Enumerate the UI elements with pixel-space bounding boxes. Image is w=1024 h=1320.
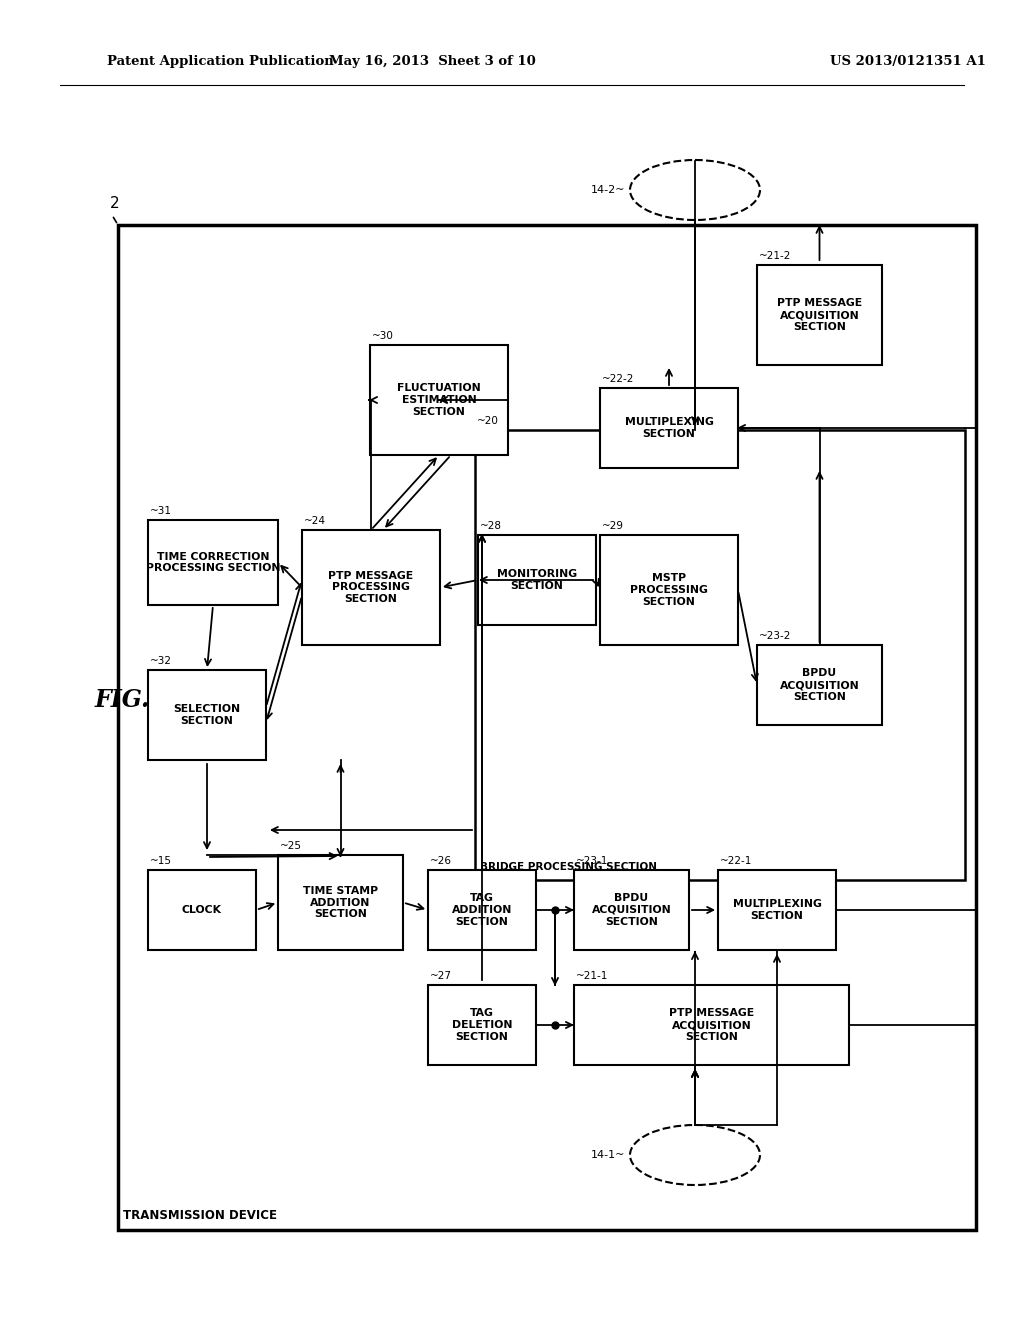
Text: TAG
DELETION
SECTION: TAG DELETION SECTION: [452, 1008, 512, 1041]
Text: 14-1~: 14-1~: [591, 1150, 625, 1160]
Text: TRANSMISSION DEVICE: TRANSMISSION DEVICE: [123, 1209, 278, 1222]
Text: ~24: ~24: [304, 516, 326, 525]
Text: TIME STAMP
ADDITION
SECTION: TIME STAMP ADDITION SECTION: [303, 886, 378, 919]
Text: PTP MESSAGE
ACQUISITION
SECTION: PTP MESSAGE ACQUISITION SECTION: [777, 298, 862, 331]
Bar: [574, 985, 849, 1065]
Text: PTP MESSAGE
ACQUISITION
SECTION: PTP MESSAGE ACQUISITION SECTION: [669, 1008, 754, 1041]
Bar: [148, 520, 278, 605]
Text: Patent Application Publication: Patent Application Publication: [106, 55, 334, 69]
Bar: [574, 870, 689, 950]
Text: PTP MESSAGE
PROCESSING
SECTION: PTP MESSAGE PROCESSING SECTION: [329, 570, 414, 605]
Bar: [718, 870, 836, 950]
Text: BPDU
ACQUISITION
SECTION: BPDU ACQUISITION SECTION: [592, 894, 672, 927]
Ellipse shape: [630, 160, 760, 220]
Text: ~15: ~15: [150, 855, 172, 866]
Bar: [148, 671, 266, 760]
Text: MULTIPLEXING
SECTION: MULTIPLEXING SECTION: [732, 899, 821, 921]
Bar: [148, 870, 256, 950]
Text: CLOCK: CLOCK: [182, 906, 222, 915]
Bar: [118, 224, 976, 1230]
Text: BRIDGE PROCESSING SECTION: BRIDGE PROCESSING SECTION: [480, 862, 657, 873]
Bar: [600, 535, 738, 645]
Bar: [757, 265, 882, 366]
Text: ~21-2: ~21-2: [759, 251, 792, 261]
Text: US 2013/0121351 A1: US 2013/0121351 A1: [830, 55, 986, 69]
Text: May 16, 2013  Sheet 3 of 10: May 16, 2013 Sheet 3 of 10: [329, 55, 536, 69]
Text: MULTIPLEXING
SECTION: MULTIPLEXING SECTION: [625, 417, 714, 438]
Bar: [475, 430, 965, 880]
Text: MSTP
PROCESSING
SECTION: MSTP PROCESSING SECTION: [630, 573, 708, 607]
Text: ~23-2: ~23-2: [759, 631, 792, 642]
Text: ~22-1: ~22-1: [720, 855, 753, 866]
Bar: [600, 388, 738, 469]
Text: SELECTION
SECTION: SELECTION SECTION: [173, 704, 241, 726]
Text: TAG
ADDITION
SECTION: TAG ADDITION SECTION: [452, 894, 512, 927]
Text: ~27: ~27: [430, 972, 452, 981]
Bar: [428, 985, 536, 1065]
Text: ~22-2: ~22-2: [602, 374, 635, 384]
Text: ~29: ~29: [602, 521, 624, 531]
Bar: [370, 345, 508, 455]
Text: BPDU
ACQUISITION
SECTION: BPDU ACQUISITION SECTION: [779, 668, 859, 702]
Text: 2: 2: [110, 195, 120, 211]
Text: ~25: ~25: [280, 841, 302, 851]
Text: ~20: ~20: [477, 416, 499, 426]
Text: ~32: ~32: [150, 656, 172, 667]
Text: MONITORING
SECTION: MONITORING SECTION: [497, 569, 578, 591]
Bar: [757, 645, 882, 725]
Bar: [428, 870, 536, 950]
Text: ~30: ~30: [372, 331, 394, 341]
Text: ~21-1: ~21-1: [575, 972, 608, 981]
Bar: [278, 855, 403, 950]
Text: ~26: ~26: [430, 855, 452, 866]
Ellipse shape: [630, 1125, 760, 1185]
Text: TIME CORRECTION
PROCESSING SECTION: TIME CORRECTION PROCESSING SECTION: [145, 552, 281, 573]
Text: ~31: ~31: [150, 506, 172, 516]
Text: 14-2~: 14-2~: [591, 185, 625, 195]
Text: ~28: ~28: [480, 521, 502, 531]
Bar: [302, 531, 440, 645]
Text: FIG. 3: FIG. 3: [95, 688, 175, 711]
Text: ~23-1: ~23-1: [575, 855, 608, 866]
Text: FLUCTUATION
ESTIMATION
SECTION: FLUCTUATION ESTIMATION SECTION: [397, 383, 481, 417]
Bar: [478, 535, 596, 624]
